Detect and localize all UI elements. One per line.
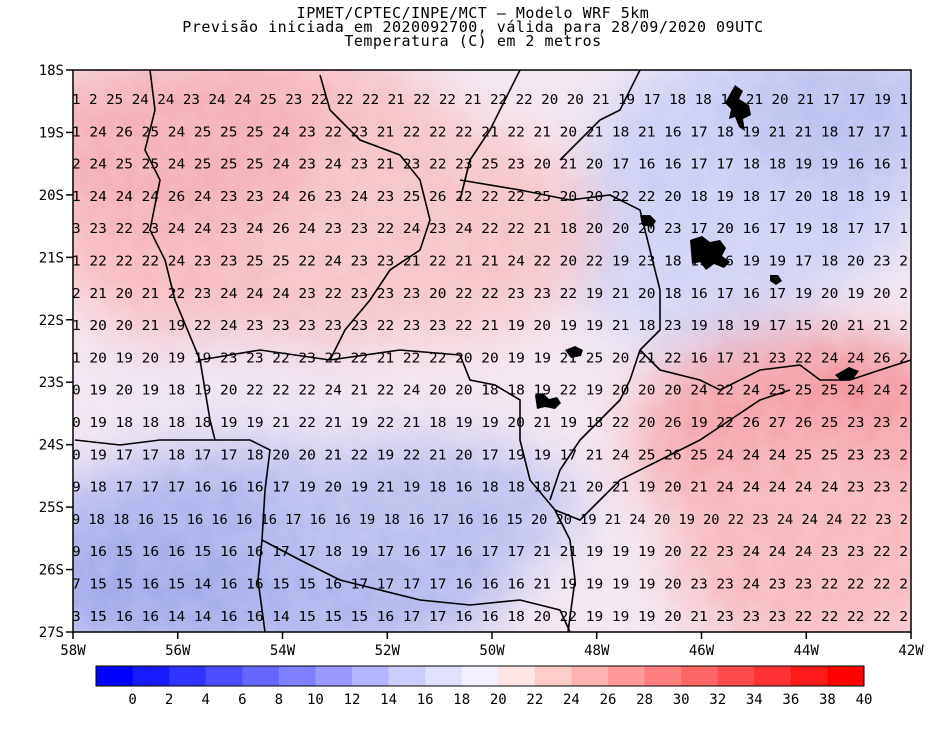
colorbar-label: 16: [417, 692, 434, 708]
lon-label: 56W: [165, 643, 191, 659]
lat-label: 18S: [39, 63, 64, 79]
colorbar-label: 20: [490, 692, 507, 708]
lat-label: 21S: [39, 250, 64, 266]
colorbar-segment: [608, 666, 646, 686]
grid-row-11: 0 19 17 17 18 17 17 18 20 20 21 22 19 22…: [72, 448, 908, 463]
colorbar-segment: [827, 666, 865, 686]
lat-label: 24S: [39, 438, 64, 454]
longitude-axis: 58W 56W 54W 52W 50W 48W 46W 44W 42W: [60, 632, 924, 659]
colorbar-label: 12: [344, 692, 361, 708]
header-title: IPMET/CPTEC/INPE/MCT – Modelo WRF 5km: [296, 4, 650, 22]
colorbar-segment: [96, 666, 134, 686]
colorbar-segment: [717, 666, 755, 686]
colorbar-label: 22: [526, 692, 543, 708]
lon-label: 50W: [479, 643, 505, 659]
colorbar-segment: [790, 666, 828, 686]
colorbar-label: 10: [307, 692, 324, 708]
header-variable: Temperatura (C) em 2 metros: [344, 32, 602, 50]
colorbar-label: 30: [673, 692, 690, 708]
colorbar-label: 0: [128, 692, 136, 708]
lat-label: 19S: [39, 125, 64, 141]
colorbar-segment: [681, 666, 719, 686]
header-forecast-info: Previsão iniciada em 2020092700, válida …: [182, 18, 764, 36]
lon-label: 42W: [898, 643, 924, 659]
temperature-grid-labels: 1 2 25 24 24 23 24 24 25 23 22 22 22 21 …: [72, 93, 908, 625]
grid-row-9: 0 19 20 19 18 19 20 22 22 22 24 21 22 24…: [72, 384, 908, 399]
colorbar-segment: [132, 666, 170, 686]
colorbar-segment: [278, 666, 316, 686]
colorbar-label: 26: [600, 692, 617, 708]
grid-row-1: 1 24 26 25 24 25 25 25 24 23 22 23 21 22…: [72, 125, 908, 140]
grid-row-5: 1 22 22 22 24 23 23 25 25 22 24 23 23 21…: [72, 255, 908, 270]
colorbar-segment: [352, 666, 390, 686]
grid-row-7: 1 20 20 21 19 22 24 23 23 23 23 23 22 23…: [72, 319, 908, 334]
grid-row-3: 1 24 24 24 26 24 23 23 24 26 23 24 23 25…: [72, 190, 908, 205]
lat-label: 22S: [39, 313, 64, 329]
lon-label: 44W: [794, 643, 820, 659]
colorbar-segment: [425, 666, 463, 686]
latitude-axis: 18S 19S 20S 21S 22S 23S 24S 25S 26S 27S: [39, 63, 73, 641]
map-header: IPMET/CPTEC/INPE/MCT – Modelo WRF 5km Pr…: [0, 4, 946, 50]
colorbar-label: 8: [275, 692, 283, 708]
colorbar-label: 2: [165, 692, 173, 708]
lat-label: 20S: [39, 188, 64, 204]
lakes: [535, 85, 859, 409]
colorbar-segment: [205, 666, 243, 686]
colorbar-segment: [388, 666, 426, 686]
colorbar-segment: [498, 666, 536, 686]
colorbar-segment: [571, 666, 609, 686]
grid-row-2: 2 24 25 25 24 25 25 25 24 23 24 23 21 23…: [72, 158, 908, 173]
grid-row-14: 9 16 15 16 16 15 16 16 17 17 18 19 17 16…: [72, 545, 908, 560]
colorbar-segment: [754, 666, 792, 686]
state-boundaries: [74, 70, 911, 632]
grid-row-15: 7 15 15 16 15 14 16 16 15 15 16 17 17 17…: [72, 578, 908, 593]
lon-label: 58W: [60, 643, 86, 659]
colorbar-label: 36: [782, 692, 799, 708]
grid-row-4: 3 23 22 23 24 24 23 24 26 24 23 23 22 24…: [72, 222, 908, 237]
lon-label: 52W: [375, 643, 401, 659]
colorbar-label: 34: [746, 692, 763, 708]
lat-label: 25S: [39, 500, 64, 516]
colorbar-label: 24: [563, 692, 580, 708]
colorbar-label: 40: [856, 692, 873, 708]
lat-label: 26S: [39, 563, 64, 579]
colorbar-segment: [534, 666, 572, 686]
lat-label: 23S: [39, 375, 64, 391]
grid-row-0: 1 2 25 24 24 23 24 24 25 23 22 22 22 21 …: [72, 93, 908, 108]
grid-row-8: 1 20 19 20 19 19 23 23 22 23 22 22 21 22…: [72, 351, 908, 366]
colorbar-segment: [461, 666, 499, 686]
colorbar-segment: [644, 666, 682, 686]
lon-label: 46W: [689, 643, 715, 659]
lon-label: 54W: [270, 643, 296, 659]
colorbar-segment: [315, 666, 353, 686]
grid-row-6: 2 21 20 21 22 23 24 24 24 23 22 23 23 23…: [72, 287, 908, 302]
colorbar-segment: [242, 666, 280, 686]
colorbar-label: 18: [453, 692, 470, 708]
grid-row-12: 9 18 17 17 17 16 16 16 17 19 20 19 21 19…: [72, 481, 908, 496]
colorbar-label: 32: [709, 692, 726, 708]
temperature-field: [73, 70, 911, 632]
colorbar-label: 38: [819, 692, 836, 708]
colorbar-segment: [169, 666, 207, 686]
grid-row-10: 0 19 18 18 18 18 19 19 21 22 21 19 22 21…: [72, 416, 908, 431]
colorbar-frame: [95, 665, 865, 687]
colorbar-label: 28: [636, 692, 653, 708]
colorbar-label: 4: [201, 692, 209, 708]
lon-label: 48W: [584, 643, 610, 659]
colorbar-label: 6: [238, 692, 246, 708]
grid-row-16: 3 15 16 16 14 14 16 16 14 15 15 15 16 17…: [72, 610, 908, 625]
lat-label: 27S: [39, 625, 64, 641]
temperature-colorbar: 0 2 4 6 8 10 12 14 16 18 20 22 24 26 28 30 32 34 36 38 40: [95, 665, 873, 708]
grid-row-13: 9 18 18 16 15 16 16 16 16 17 16 16 19 18…: [72, 513, 908, 528]
colorbar-label: 14: [380, 692, 397, 708]
